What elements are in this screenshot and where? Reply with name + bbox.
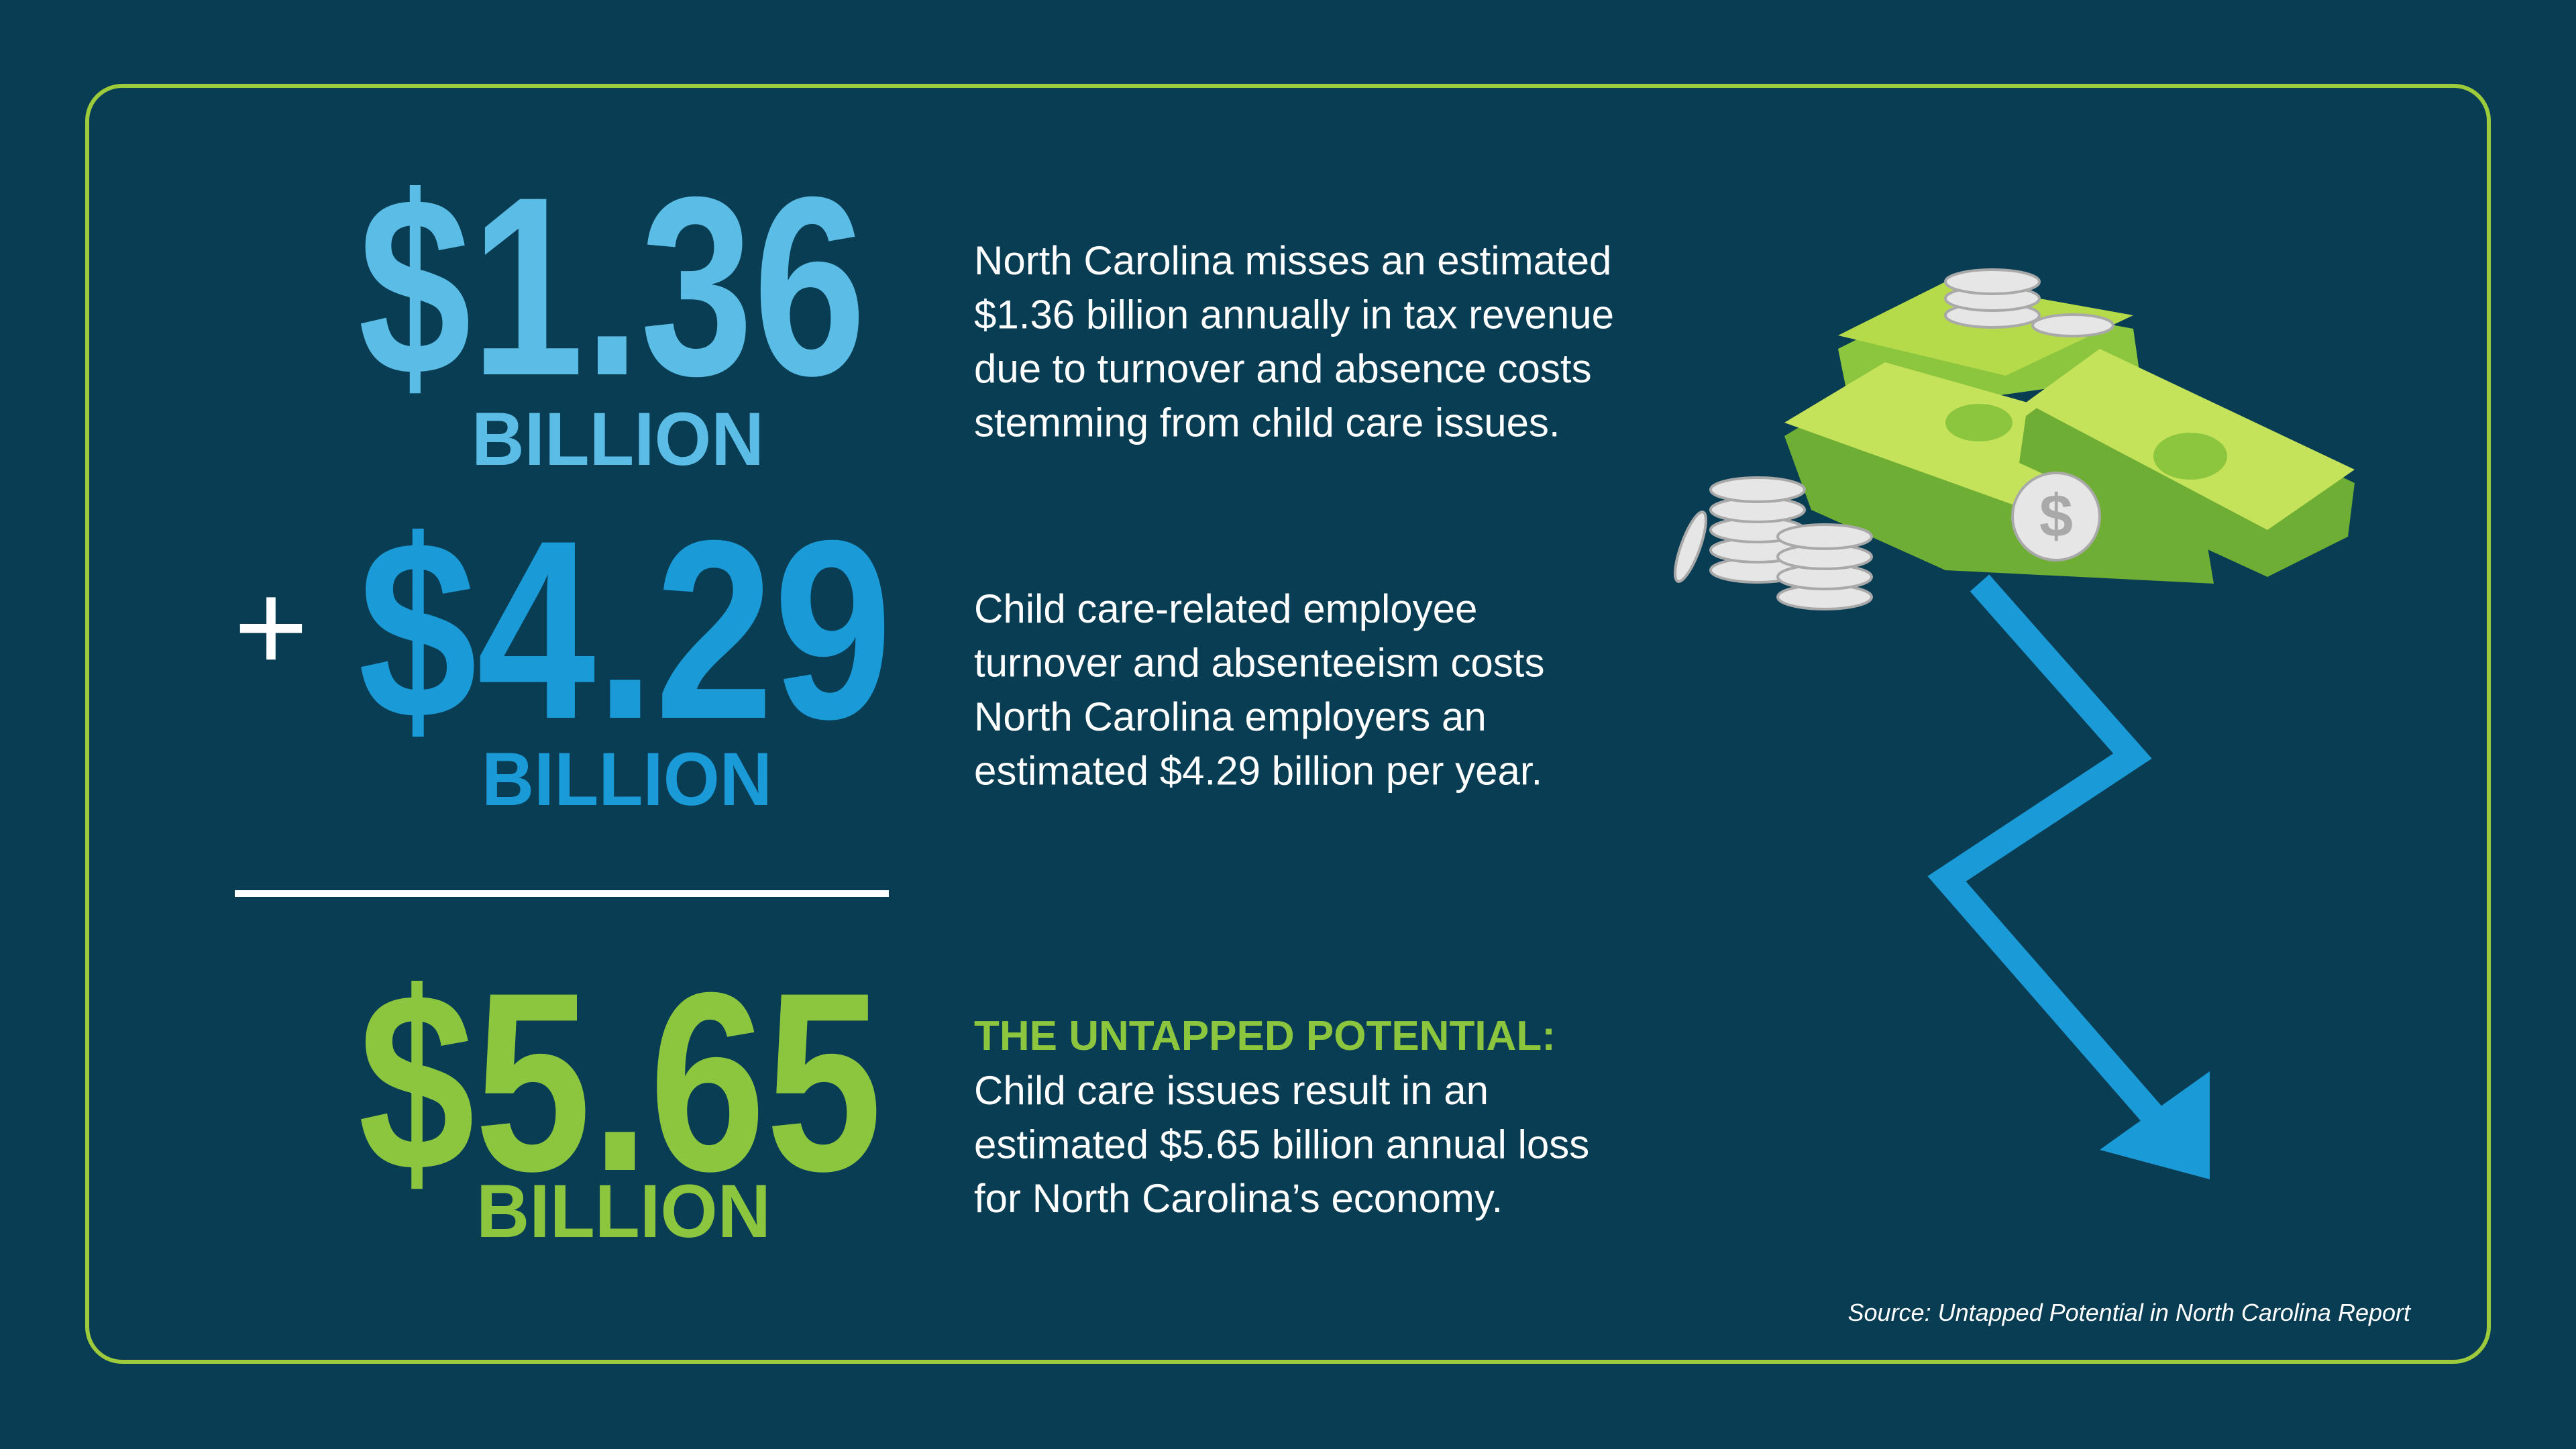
coins [1674,268,2114,610]
money-illustration: $ [1674,268,2355,610]
description-line: Child care issues result in an [974,1068,1489,1113]
description-line: for North Carolina’s economy. [974,1176,1503,1221]
coin-symbol: $ [2039,483,2073,550]
sum-line [235,890,889,897]
arrow-head [2100,1071,2210,1179]
bill-mark [1945,404,2012,441]
bill [1838,282,2133,376]
description-line: North Carolina misses an estimated [974,238,1611,283]
unit: BILLION [476,1169,771,1253]
plus-sign: + [234,556,309,698]
source: Source: Untapped Potential in North Caro… [1848,1299,2412,1326]
description-line: turnover and absenteeism costs [974,641,1544,686]
heading: THE UNTAPPED POTENTIAL: [974,1013,1556,1059]
amount: $4.29 [358,487,892,772]
amount: $1.36 [358,144,866,429]
bill-mark [2153,433,2227,480]
unit: BILLION [472,397,764,481]
down-arrow [1927,574,2170,1132]
description-line: $1.36 billion annually in tax revenue [974,292,1614,337]
description-line: estimated $4.29 billion per year. [974,749,1542,794]
unit: BILLION [482,737,772,821]
description-line: stemming from child care issues. [974,400,1560,445]
description-line: Child care-related employee [974,586,1477,631]
descriptions: North Carolina misses an estimated $1.36 … [974,238,1614,1221]
description-line: estimated $5.65 billion annual loss [974,1122,1589,1167]
description-line: North Carolina employers an [974,694,1487,739]
frame [85,84,2491,1364]
amount: $5.65 [358,939,882,1224]
description-line: due to turnover and absence costs [974,346,1592,391]
